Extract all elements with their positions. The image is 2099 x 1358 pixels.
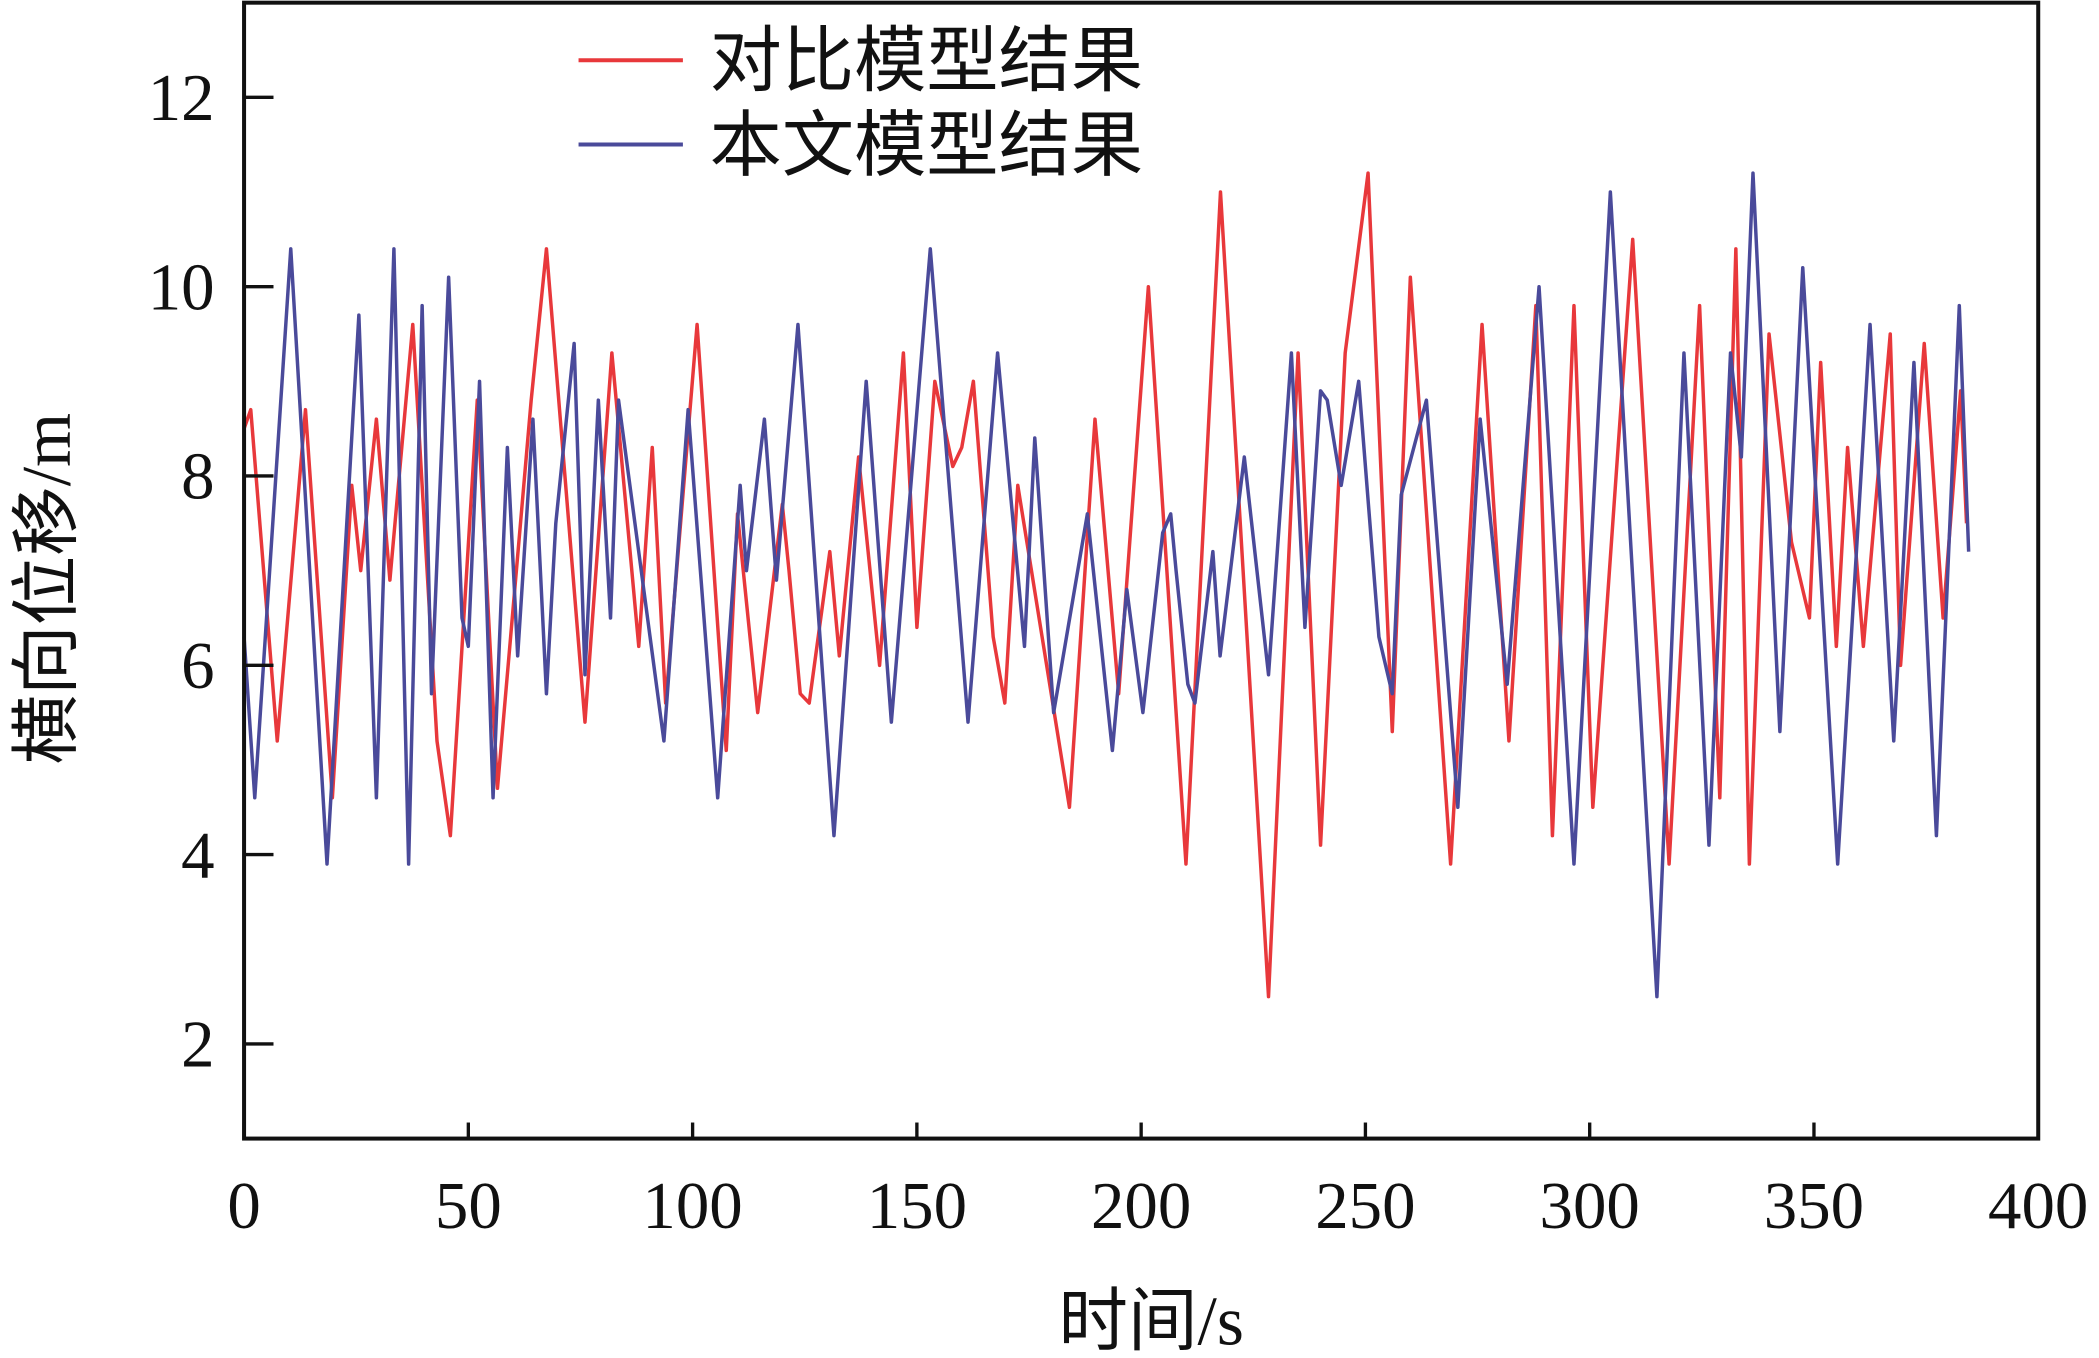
legend: 对比模型结果 本文模型结果 (578, 22, 1143, 186)
series-line-0 (242, 171, 1969, 999)
x-tick-label: 0 (227, 1169, 260, 1243)
y-axis-label: 横向位移/m (9, 413, 86, 765)
y-tick-label: 6 (181, 629, 214, 703)
x-axis-label: 时间/s (1058, 1284, 1244, 1358)
y-tick-label: 8 (181, 440, 214, 514)
series-line-1 (242, 171, 1971, 999)
ticks-layer: 0 50 100 150 200 250 300 350 400 2 4 6 8 10 12 (148, 61, 2089, 1243)
x-tick-label: 50 (435, 1169, 502, 1243)
x-tick-label: 100 (642, 1169, 742, 1243)
legend-label-1: 本文模型结果 (710, 106, 1143, 186)
y-tick-label: 12 (148, 61, 215, 135)
x-tick-label: 150 (867, 1169, 967, 1243)
series-layer (242, 171, 1971, 999)
x-tick-label: 250 (1315, 1169, 1415, 1243)
legend-label-0: 对比模型结果 (710, 22, 1143, 102)
y-tick-label: 10 (148, 250, 215, 324)
y-tick-label: 2 (181, 1008, 214, 1082)
x-tick-label: 200 (1091, 1169, 1191, 1243)
x-tick-label: 400 (1988, 1169, 2088, 1243)
x-tick-label: 350 (1764, 1169, 1864, 1243)
y-tick-label: 4 (181, 818, 214, 892)
x-tick-label: 300 (1540, 1169, 1640, 1243)
